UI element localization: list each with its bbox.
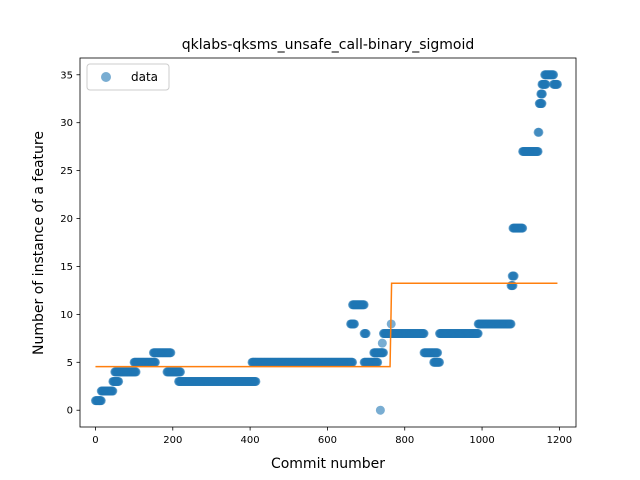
- data-point: [377, 338, 387, 348]
- data-point: [131, 367, 141, 377]
- data-point: [166, 348, 176, 358]
- axes-frame: [79, 57, 577, 428]
- plot-area: [90, 70, 562, 415]
- data-point: [506, 319, 516, 329]
- data-point: [348, 357, 358, 367]
- data-point: [533, 146, 543, 156]
- x-tick-label: 0: [92, 435, 98, 446]
- data-point: [509, 271, 519, 281]
- data-point: [541, 79, 551, 89]
- legend: data: [86, 63, 170, 91]
- y-tick-label: 10: [60, 310, 73, 321]
- y-tick-label: 35: [60, 70, 73, 81]
- x-tick-label: 200: [163, 435, 182, 446]
- y-tick-label: 25: [60, 166, 73, 177]
- y-tick-label: 5: [67, 358, 73, 369]
- data-point: [419, 329, 429, 339]
- legend-label-data: data: [131, 70, 158, 84]
- x-tick-label: 600: [318, 435, 337, 446]
- data-point: [150, 357, 160, 367]
- data-point: [114, 376, 124, 386]
- data-point: [552, 79, 562, 89]
- data-point: [373, 357, 383, 367]
- chart-title: qklabs-qksms_unsafe_call-binary_sigmoid: [182, 37, 475, 53]
- x-tick-label: 800: [395, 435, 414, 446]
- data-point: [251, 376, 261, 386]
- data-point: [94, 396, 104, 406]
- data-point: [378, 348, 388, 358]
- legend-box: [86, 63, 170, 91]
- data-point: [349, 319, 359, 329]
- x-axis-label: Commit number: [271, 456, 385, 472]
- data-point: [518, 223, 528, 233]
- y-tick-label: 30: [60, 118, 73, 129]
- data-point: [534, 127, 544, 137]
- data-point: [473, 329, 483, 339]
- y-tick-label: 20: [60, 214, 73, 225]
- y-tick-label: 15: [60, 262, 73, 273]
- y-axis-label: Number of instance of a feature: [31, 131, 47, 355]
- axes: 0 200 400 600 800 1000 1200 0 5 10 15 20 25 30 35: [60, 57, 577, 446]
- data-point: [433, 348, 443, 358]
- data-point: [108, 386, 118, 396]
- data-point: [549, 70, 559, 80]
- x-tick-label: 1000: [469, 435, 494, 446]
- data-point: [375, 405, 385, 415]
- x-tick-label: 1200: [547, 435, 572, 446]
- data-point: [537, 89, 547, 99]
- data-point: [435, 357, 445, 367]
- fit-line: [95, 282, 558, 368]
- data-point: [537, 99, 547, 109]
- data-point: [361, 329, 371, 339]
- data-point: [359, 300, 369, 310]
- x-tick-label: 400: [241, 435, 260, 446]
- y-tick-label: 0: [67, 406, 73, 417]
- data-point: [176, 367, 186, 377]
- legend-marker-data: [101, 72, 111, 82]
